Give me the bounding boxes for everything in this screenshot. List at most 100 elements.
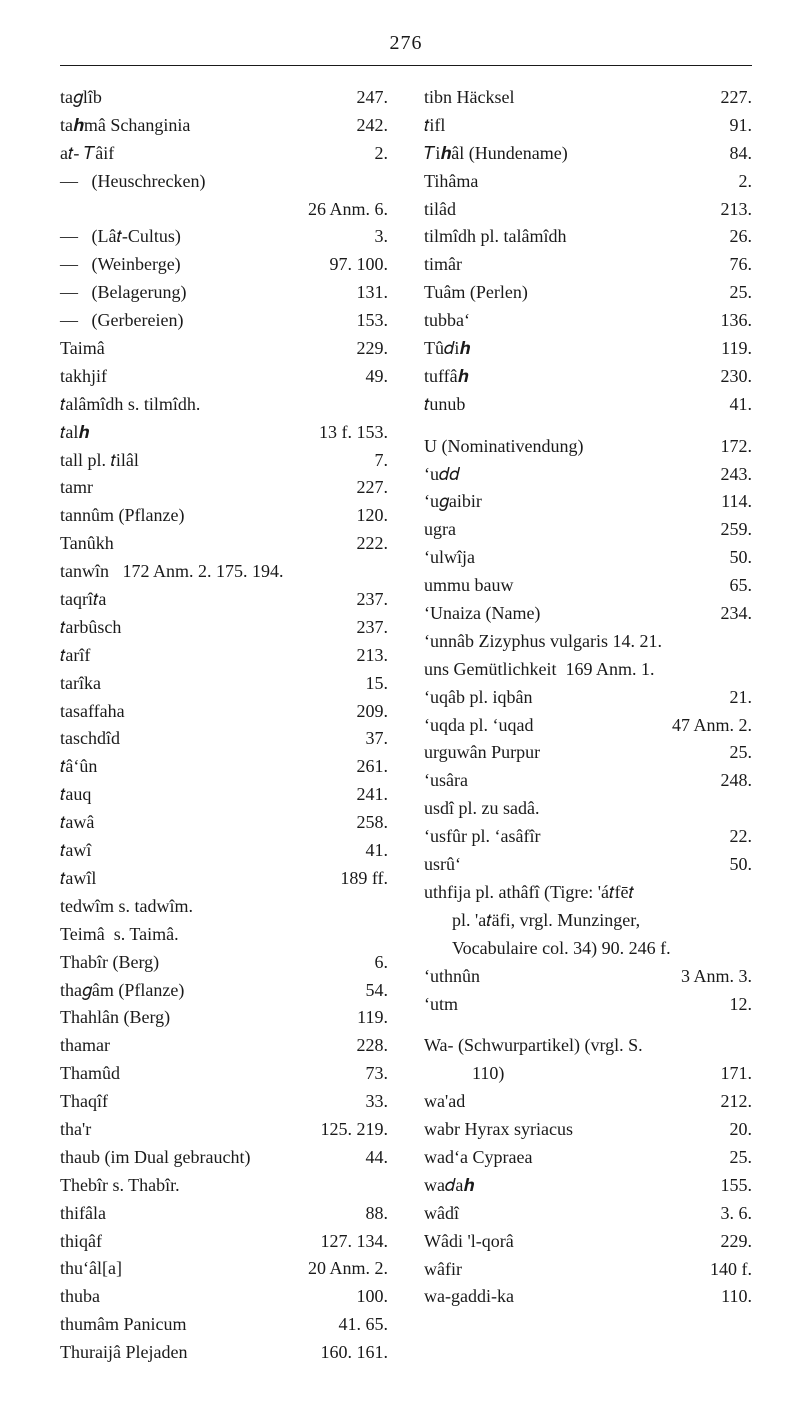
index-entry: tubba‘136.: [424, 307, 752, 335]
entry-term: Tû𝑑i𝒉: [424, 335, 470, 363]
entry-term: uns Gemütlichkeit 169 Anm. 1.: [424, 656, 654, 684]
index-entry: timâr76.: [424, 251, 752, 279]
entry-term: 𝑡awâ: [60, 809, 94, 837]
entry-term: Thabîr (Berg): [60, 949, 159, 977]
index-entry: ‘usâra248.: [424, 767, 752, 795]
index-entry: Thuraijâ Plejaden160. 161.: [60, 1339, 388, 1367]
entry-page: 84.: [730, 140, 753, 168]
index-entry: thifâla88.: [60, 1200, 388, 1228]
entry-term: Thaqîf: [60, 1088, 108, 1116]
section-gap: [424, 1018, 752, 1032]
entry-page: 114.: [721, 488, 752, 516]
entry-term: Thebîr s. Thabîr.: [60, 1172, 180, 1200]
entry-page: 243.: [721, 461, 753, 489]
entry-page: 25.: [730, 279, 753, 307]
entry-term: tasaffaha: [60, 698, 125, 726]
entry-page: 227.: [721, 84, 753, 112]
index-entry: tilmîdh pl. talâmîdh26.: [424, 223, 752, 251]
entry-page: 230.: [721, 363, 753, 391]
index-entry: Tuâm (Perlen)25.: [424, 279, 752, 307]
index-entry: taschdîd37.: [60, 725, 388, 753]
entry-page: 21.: [730, 684, 753, 712]
entry-term: Wa- (Schwurpartikel) (vrgl. S.: [424, 1032, 643, 1060]
index-entry: tamr227.: [60, 474, 388, 502]
index-entry: U (Nominativendung)172.: [424, 433, 752, 461]
entry-page: 15.: [366, 670, 389, 698]
entry-page: 261.: [357, 753, 389, 781]
index-entry: ‘uqâb pl. iqbân21.: [424, 684, 752, 712]
entry-term: — (Belagerung): [60, 279, 186, 307]
entry-term: Wâdi 'l-qorâ: [424, 1228, 514, 1256]
index-entry: 𝑡awî41.: [60, 837, 388, 865]
entry-term: tilâd: [424, 196, 456, 224]
entry-page: 259.: [721, 516, 753, 544]
entry-page: 237.: [357, 614, 389, 642]
entry-term: uthfija pl. athâfî (Tigre: 'á𝑡fē𝑡: [424, 879, 634, 907]
entry-page: 49.: [366, 363, 389, 391]
entry-term: 𝑡alâmîdh s. tilmîdh.: [60, 391, 200, 419]
entry-term: 𝑡unub: [424, 391, 465, 419]
index-entry: thamar228.: [60, 1032, 388, 1060]
index-entry: tarîka 15.: [60, 670, 388, 698]
entry-term: thamar: [60, 1032, 110, 1060]
index-entry: Taimâ229.: [60, 335, 388, 363]
entry-term: ‘u𝑔aibir: [424, 488, 482, 516]
entry-term: U (Nominativendung): [424, 433, 583, 461]
entry-term: tanwîn 172 Anm. 2. 175. 194.: [60, 558, 284, 586]
entry-page: 227.: [357, 474, 389, 502]
entry-page: 209.: [357, 698, 389, 726]
entry-term: ‘Unaiza (Name): [424, 600, 540, 628]
entry-term: Vocabulaire col. 34) 90. 246 f.: [452, 935, 671, 963]
index-entry: Tihâma2.: [424, 168, 752, 196]
entry-page: 12.: [730, 991, 753, 1019]
entry-term: tedwîm s. tadwîm.: [60, 893, 193, 921]
entry-page: 213.: [721, 196, 753, 224]
entry-page: 44.: [366, 1144, 389, 1172]
index-entry: 𝑇i𝒉âl (Hundename)84.: [424, 140, 752, 168]
index-entry: ‘u𝑔aibir 114.: [424, 488, 752, 516]
entry-term: tha'r: [60, 1116, 91, 1144]
index-entry: tilâd 213.: [424, 196, 752, 224]
index-entry: takhjif 49.: [60, 363, 388, 391]
index-entry: urguwân Purpur25.: [424, 739, 752, 767]
entry-term: wad‘a Cypraea: [424, 1144, 532, 1172]
entry-term: 𝑡arîf: [60, 642, 90, 670]
entry-term: takhjif: [60, 363, 107, 391]
entry-page: 140 f.: [710, 1256, 752, 1284]
entry-term: ‘uthnûn: [424, 963, 480, 991]
entry-term: ‘usfûr pl. ‘asâfîr: [424, 823, 540, 851]
entry-term: tubba‘: [424, 307, 470, 335]
index-entry: ‘uqda pl. ‘uqad47 Anm. 2.: [424, 712, 752, 740]
index-entry: tuffâ𝒉230.: [424, 363, 752, 391]
entry-page: 73.: [366, 1060, 389, 1088]
index-entry: 𝑡arbûsch237.: [60, 614, 388, 642]
entry-page: 212.: [721, 1088, 753, 1116]
index-entry: 26 Anm. 6.: [60, 196, 388, 224]
index-entry: tha𝑔âm (Pflanze)54.: [60, 977, 388, 1005]
entry-term: usdî pl. zu sadâ.: [424, 795, 539, 823]
entry-term: 𝑡auq: [60, 781, 91, 809]
entry-term: timâr: [424, 251, 462, 279]
index-entry: thu‘âl[a]20 Anm. 2.: [60, 1255, 388, 1283]
index-entry: wâdî3. 6.: [424, 1200, 752, 1228]
entry-page: 3. 6.: [721, 1200, 753, 1228]
entry-term: taqrî𝑡a: [60, 586, 106, 614]
index-entry: Wâdi 'l-qorâ229.: [424, 1228, 752, 1256]
entry-page: 100.: [357, 1283, 389, 1311]
index-entry: wâfir140 f.: [424, 1256, 752, 1284]
entry-term: ‘ulwîja: [424, 544, 475, 572]
index-entry: ummu bauw65.: [424, 572, 752, 600]
index-entry: ‘usfûr pl. ‘asâfîr22.: [424, 823, 752, 851]
index-entry: — (Belagerung)131.: [60, 279, 388, 307]
index-entry: taqrî𝑡a237.: [60, 586, 388, 614]
entry-page: 125. 219.: [321, 1116, 389, 1144]
entry-term: tha𝑔âm (Pflanze): [60, 977, 184, 1005]
entry-page: 41. 65.: [339, 1311, 389, 1339]
entry-term: ‘uqda pl. ‘uqad: [424, 712, 533, 740]
entry-term: tarîka: [60, 670, 101, 698]
index-entry: tha'r 125. 219.: [60, 1116, 388, 1144]
entry-term: thifâla: [60, 1200, 106, 1228]
page-number: 276: [60, 28, 752, 59]
index-entry: usdî pl. zu sadâ.: [424, 795, 752, 823]
index-entry: Wa- (Schwurpartikel) (vrgl. S.: [424, 1032, 752, 1060]
